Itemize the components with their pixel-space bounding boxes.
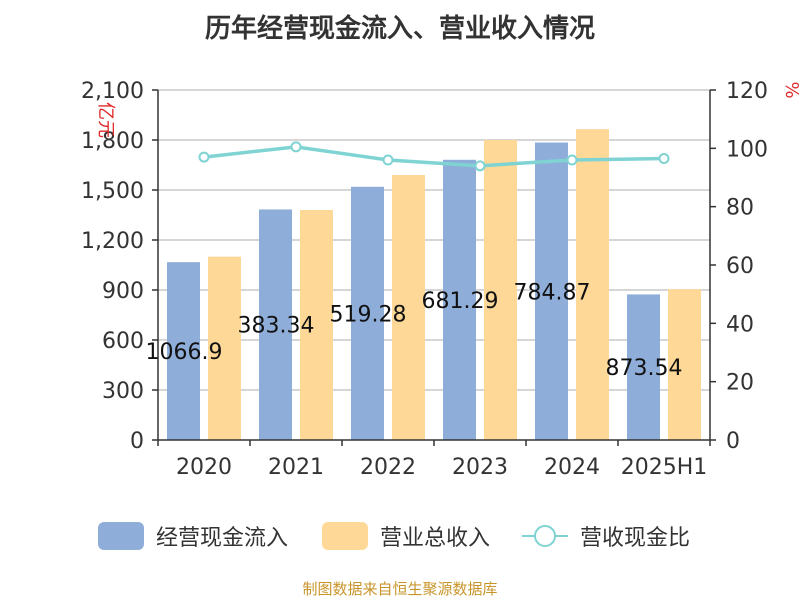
y-right-tick-label: 20 [726, 371, 754, 396]
bar-revenue [576, 129, 609, 440]
x-tick-label: 2022 [360, 455, 416, 480]
y-left-tick-label: 2,100 [81, 79, 144, 104]
ratio-point [290, 141, 302, 153]
ratio-point [566, 154, 578, 166]
ratio-series-line [203, 145, 665, 168]
y-right-tick-label: 120 [726, 79, 768, 104]
bar-revenue [392, 175, 425, 440]
data-label-cash-inflow: 383.34 [238, 314, 315, 339]
bar-cash-inflow [351, 186, 384, 440]
legend-label: 经营现金流入 [156, 526, 289, 551]
ratio-point [658, 153, 670, 165]
data-label-cash-inflow: 784.87 [514, 280, 591, 305]
y-left-unit-label: 亿元 [95, 102, 116, 138]
legend-swatch-cash-inflow [98, 522, 144, 550]
y-left-tick-label: 900 [102, 279, 144, 304]
axes: 0 300 600 900 1,200 1,500 1,800 2,100 0 20 40 60 80 1… [81, 79, 800, 480]
data-label-cash-inflow: 519.28 [330, 302, 407, 327]
y-left-tick-label: 1,800 [81, 129, 144, 154]
data-labels: 1066.9 383.34 519.28 681.29 784.87 873.54 [146, 280, 683, 381]
x-tick-label: 2023 [452, 455, 508, 480]
y-left-tick-label: 1,200 [81, 229, 144, 254]
y-left-tick-label: 600 [102, 329, 144, 354]
legend-item-ratio[interactable]: 营收现金比 [522, 516, 690, 556]
bar-cash-inflow [627, 294, 660, 440]
x-tick-label: 2021 [268, 455, 324, 480]
data-label-cash-inflow: 681.29 [422, 289, 499, 314]
y-left-tick-label: 0 [130, 429, 144, 454]
bar-cash-inflow [535, 142, 568, 440]
legend-label: 营收现金比 [580, 526, 691, 551]
ratio-line [198, 141, 670, 172]
legend-label: 营业总收入 [380, 526, 491, 551]
ratio-point [382, 154, 394, 166]
bar-cash-inflow [443, 159, 476, 440]
ratio-point [198, 151, 210, 163]
bar-cash-inflow [167, 262, 200, 440]
y-right-tick-label: 100 [726, 137, 768, 162]
legend-swatch-revenue [322, 522, 368, 550]
bar-revenue [668, 289, 701, 440]
legend-line-ratio-icon [522, 522, 568, 550]
y-right-tick-label: 60 [726, 254, 754, 279]
bar-revenue [208, 256, 241, 440]
y-right-tick-label: 40 [726, 312, 754, 337]
y-left-tick-label: 1,500 [81, 179, 144, 204]
bar-cash-inflow [259, 209, 292, 440]
data-label-cash-inflow: 1066.9 [146, 340, 223, 365]
y-left-tick-label: 300 [102, 379, 144, 404]
chart-title: 历年经营现金流入、营业收入情况 [204, 14, 595, 44]
bar-revenue [300, 210, 333, 440]
source-note: 制图数据来自恒生聚源数据库 [302, 580, 498, 598]
legend-item-revenue[interactable]: 营业总收入 [322, 516, 490, 556]
bar-revenue [484, 140, 517, 440]
legend: 经营现金流入 营业总收入 营收现金比 [0, 516, 800, 556]
x-tick-label: 2025H1 [621, 455, 708, 480]
y-right-tick-label: 0 [726, 429, 740, 454]
ratio-point [474, 160, 486, 172]
data-label-cash-inflow: 873.54 [606, 356, 683, 381]
y-right-tick-label: 80 [726, 196, 754, 221]
x-tick-label: 2024 [544, 455, 600, 480]
legend-item-cash-inflow[interactable]: 经营现金流入 [98, 516, 288, 556]
x-tick-label: 2020 [176, 455, 232, 480]
y-right-unit-label: % [781, 81, 800, 98]
grid-lines [158, 89, 710, 391]
bars [167, 129, 701, 440]
